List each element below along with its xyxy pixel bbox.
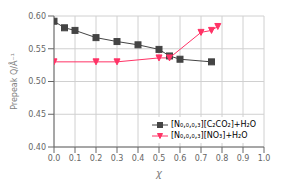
svg-text:0.3: 0.3	[111, 154, 124, 163]
svg-text:0.40: 0.40	[28, 143, 46, 152]
svg-text:0.45: 0.45	[28, 110, 46, 119]
svg-text:0.55: 0.55	[28, 45, 46, 54]
svg-text:0.60: 0.60	[28, 12, 46, 21]
svg-text:0.5: 0.5	[153, 154, 166, 163]
svg-text:0.8: 0.8	[216, 154, 229, 163]
svg-text:0.50: 0.50	[28, 77, 46, 86]
svg-text:0.9: 0.9	[237, 154, 250, 163]
svg-text:0.1: 0.1	[69, 154, 82, 163]
html-text:[N₀,₀,₀,₃][NO₃]+H₂O: [N₀,₀,₀,₃][NO₃]+H₂O	[171, 131, 248, 140]
svg-text:0.6: 0.6	[174, 154, 187, 163]
svg-text:Prepeak Q/Å⁻¹: Prepeak Q/Å⁻¹	[8, 53, 19, 110]
svg-text:0.7: 0.7	[195, 154, 208, 163]
html-text:[N₀,₀,₀,₃][C₂CO₂]+H₂O: [N₀,₀,₀,₃][C₂CO₂]+H₂O	[171, 120, 256, 129]
svg-text:0.2: 0.2	[90, 154, 103, 163]
svg-text:0.4: 0.4	[132, 154, 145, 163]
svg-text:1.0: 1.0	[258, 154, 271, 163]
svg-text:0.0: 0.0	[48, 154, 61, 163]
svg-text:χ: χ	[155, 168, 163, 179]
